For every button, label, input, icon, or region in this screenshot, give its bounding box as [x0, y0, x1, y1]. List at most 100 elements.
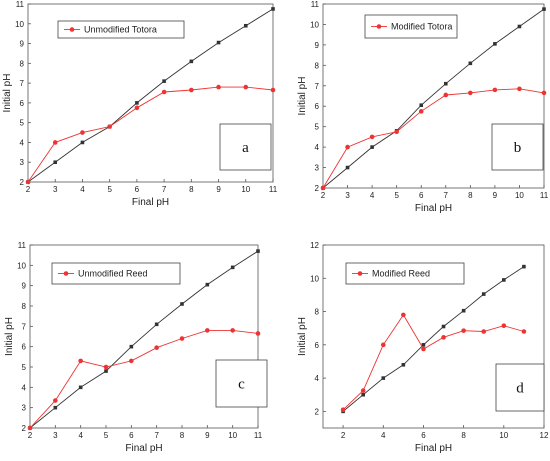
data-point-square	[78, 385, 83, 390]
y-axis-label: Initial pH	[2, 74, 13, 113]
data-point-square	[401, 362, 406, 367]
x-axis-label: Final pH	[132, 197, 169, 208]
series-line-reference	[322, 8, 545, 189]
data-point-circle	[179, 336, 185, 341]
data-point-square	[361, 392, 365, 397]
data-point-circle	[418, 109, 424, 114]
x-tick-label: 11	[254, 431, 263, 440]
x-tick-label: 7	[444, 191, 449, 200]
x-tick-label: 7	[154, 431, 159, 440]
panel-letter: d	[516, 381, 524, 397]
data-point-square	[129, 344, 134, 349]
y-tick-label: 8	[315, 308, 320, 317]
y-tick-label: 12	[310, 241, 319, 250]
panel-letter: a	[242, 140, 249, 156]
data-point-square	[154, 322, 159, 327]
x-tick-label: 8	[468, 191, 473, 200]
x-tick-label: 11	[269, 185, 278, 194]
x-tick-label: 10	[241, 185, 250, 194]
data-point-circle	[394, 129, 399, 135]
panel-letter-box	[219, 123, 272, 171]
x-axis-label: Final pH	[415, 443, 452, 454]
plot-frame	[322, 3, 545, 189]
data-point-square	[493, 42, 497, 46]
data-point-square	[53, 405, 58, 410]
x-tick-label: 3	[345, 191, 350, 200]
data-point-square	[271, 7, 275, 11]
x-tick-label: 5	[107, 185, 112, 194]
x-tick-label: 9	[493, 191, 498, 200]
data-point-square	[53, 160, 58, 165]
y-tick-label: 8	[22, 302, 27, 311]
y-tick-label: 7	[20, 79, 25, 88]
data-point-square	[421, 343, 426, 347]
data-point-circle	[270, 87, 276, 93]
y-tick-label: 7	[315, 82, 320, 91]
data-point-circle	[78, 358, 83, 364]
y-tick-label: 10	[310, 20, 319, 29]
data-point-circle	[53, 398, 58, 403]
data-point-circle	[134, 105, 140, 111]
panel-d: 2 4 6 8 10 12 2 4 6 8 10 12 Final pH Initial pH Modifi…	[297, 241, 549, 454]
data-point-circle	[521, 329, 527, 334]
data-point-square	[381, 376, 386, 380]
panel-letter: c	[238, 377, 245, 393]
data-point-square	[230, 265, 235, 270]
data-point-circle	[25, 179, 31, 185]
x-tick-label: 4	[370, 191, 375, 200]
data-point-square	[243, 23, 248, 28]
y-tick-label: 5	[22, 363, 27, 372]
x-tick-label: 10	[228, 431, 237, 440]
data-point-circle	[380, 342, 386, 348]
data-point-circle	[541, 90, 547, 96]
panel-letter: b	[514, 140, 522, 156]
data-point-circle	[468, 90, 473, 96]
series-line-sample	[322, 88, 545, 189]
x-tick-label: 10	[499, 431, 508, 440]
x-tick-label: 12	[540, 431, 549, 440]
x-tick-label: 8	[189, 185, 194, 194]
x-tick-label: 3	[53, 431, 58, 440]
y-tick-label: 10	[310, 274, 319, 283]
data-point-square	[502, 278, 506, 282]
series-line-reference	[29, 250, 259, 429]
y-axis-label: Initial pH	[4, 317, 15, 356]
data-point-circle	[243, 84, 249, 90]
y-tick-label: 3	[20, 158, 25, 167]
legend-label: Unmodified Totora	[84, 25, 157, 35]
x-tick-label: 8	[461, 431, 466, 440]
data-point-circle	[320, 185, 326, 191]
data-point-circle	[492, 87, 498, 93]
x-tick-label: 5	[104, 431, 109, 440]
data-point-circle	[401, 312, 406, 318]
x-tick-label: 6	[129, 431, 134, 440]
y-axis-label: Initial pH	[297, 77, 308, 116]
y-tick-label: 9	[22, 282, 27, 291]
legend-marker	[376, 24, 382, 29]
data-point-square	[345, 165, 350, 170]
data-point-square	[180, 302, 184, 306]
x-tick-label: 4	[381, 431, 386, 440]
x-tick-label: 2	[26, 185, 31, 194]
legend-box	[345, 262, 465, 285]
y-tick-label: 10	[15, 20, 24, 29]
series-line-sample	[342, 314, 525, 411]
data-point-circle	[189, 87, 194, 93]
x-tick-label: 3	[53, 185, 58, 194]
x-tick-label: 10	[515, 191, 524, 200]
y-tick-label: 3	[22, 404, 27, 413]
y-tick-label: 2	[20, 178, 25, 187]
x-tick-label: 6	[135, 185, 140, 194]
y-axis-label: Initial pH	[297, 317, 308, 356]
y-tick-label: 9	[20, 40, 25, 49]
data-point-square	[522, 264, 526, 269]
data-point-circle	[501, 323, 507, 328]
data-point-circle	[345, 144, 350, 150]
x-tick-label: 2	[321, 191, 326, 200]
panel-letter-box	[491, 123, 544, 171]
data-point-square	[205, 282, 210, 287]
data-point-square	[104, 369, 108, 373]
y-tick-label: 2	[315, 407, 320, 416]
y-tick-label: 11	[18, 241, 27, 250]
